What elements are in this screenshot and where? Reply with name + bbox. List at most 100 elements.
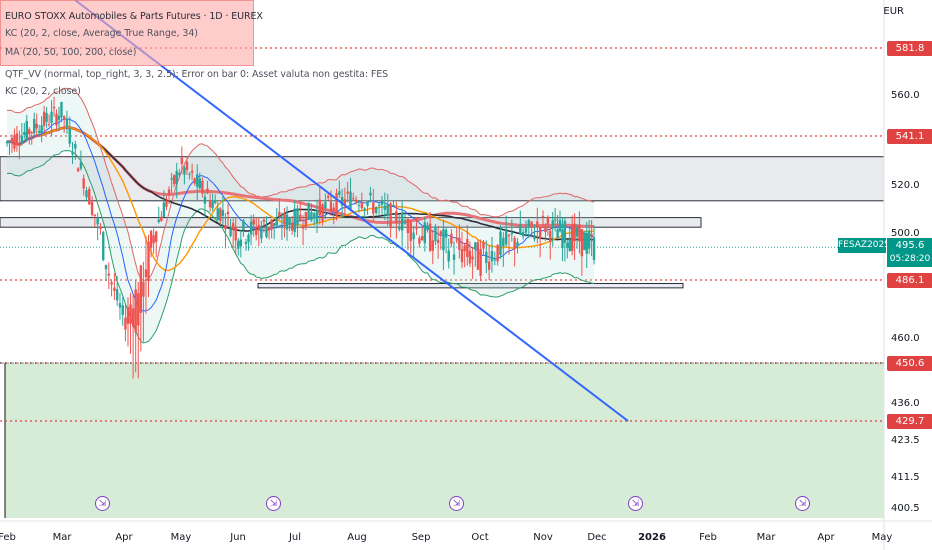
candle-body — [558, 220, 562, 232]
candle-body — [85, 190, 88, 198]
y-tick-label: 400.5 — [891, 503, 920, 514]
support-zone — [5, 363, 884, 518]
candle-body — [219, 208, 222, 221]
candle-body — [247, 234, 250, 243]
candle-body — [538, 227, 542, 239]
candle-body — [206, 188, 209, 194]
x-tick-label: Nov — [533, 532, 553, 543]
candle-body — [583, 232, 586, 250]
candle-body — [180, 157, 184, 165]
candle-body — [52, 106, 56, 109]
candle-body — [487, 261, 491, 270]
candle-body — [165, 200, 168, 207]
candle-body — [65, 118, 69, 128]
candle-body — [502, 237, 505, 247]
candle-body — [442, 228, 445, 251]
legend-qtf[interactable]: QTF_VV (normal, top_right, 3, 3, 2.5): E… — [5, 69, 389, 80]
candle-body — [315, 209, 319, 223]
candle-body — [318, 199, 321, 216]
candle-body — [301, 225, 305, 229]
candle-body — [566, 242, 569, 248]
event-icon[interactable]: ⇲ — [95, 496, 110, 511]
legend-kc[interactable]: KC (20, 2, close) — [5, 86, 81, 97]
candle-body — [50, 111, 53, 123]
candle-body — [68, 128, 71, 144]
candle-body — [142, 281, 145, 297]
candle-body — [134, 289, 137, 333]
candle-body — [363, 208, 366, 211]
candle-body — [403, 222, 407, 224]
candle-body — [530, 221, 533, 228]
candle-body — [471, 256, 474, 260]
event-icon[interactable]: ⇲ — [628, 496, 643, 511]
candle-body — [343, 199, 347, 206]
candle-body — [190, 170, 194, 173]
candle-body — [55, 113, 58, 126]
candle-body — [507, 234, 511, 237]
candle-body — [447, 250, 450, 262]
candle-body — [62, 116, 66, 120]
candle-body — [99, 226, 102, 229]
candle-body — [257, 224, 261, 230]
candle-body — [510, 232, 514, 235]
candle-body — [400, 213, 404, 231]
candle-body — [406, 219, 410, 234]
event-icon[interactable]: ⇲ — [266, 496, 281, 511]
y-tick-label: 560.0 — [891, 90, 920, 101]
candle-body — [288, 218, 291, 225]
indicator-legend[interactable]: EURO STOXX Automobiles & Parts Futures ·… — [0, 0, 388, 97]
candle-body — [375, 207, 378, 213]
candle-body — [231, 223, 235, 230]
y-tick-label: 423.5 — [891, 435, 920, 446]
candle-body — [466, 239, 469, 258]
candle-body — [349, 191, 352, 210]
candle-body — [104, 265, 108, 270]
event-icon[interactable]: ⇲ — [795, 496, 810, 511]
price-level-label: 429.7 — [887, 414, 932, 429]
y-tick-label: 520.0 — [891, 180, 920, 191]
candle-body — [439, 231, 442, 235]
candle-body — [157, 219, 160, 223]
candle-body — [455, 239, 458, 241]
candle-body — [418, 237, 421, 244]
candle-body — [115, 289, 119, 301]
candle-body — [468, 250, 472, 264]
x-tick-label: 2026 — [638, 532, 666, 543]
candle-body — [321, 204, 324, 221]
candle-body — [423, 222, 427, 244]
candle-body — [283, 213, 286, 225]
candle-body — [203, 196, 207, 204]
price-level-label: 581.8 — [887, 41, 932, 56]
candle-body — [167, 189, 171, 196]
legend-kc-atr[interactable]: KC (20, 2, close, Average True Range, 34… — [5, 28, 198, 39]
candle-body — [420, 236, 424, 241]
candle-body — [568, 239, 571, 252]
legend-symbol-title[interactable]: EURO STOXX Automobiles & Parts Futures ·… — [5, 11, 263, 22]
x-tick-label: Apr — [817, 532, 835, 543]
candle-body — [561, 229, 564, 248]
x-tick-label: Dec — [587, 532, 606, 543]
currency-label[interactable]: EUR — [883, 6, 904, 17]
candle-body — [5, 141, 9, 144]
x-tick-label: Oct — [471, 532, 488, 543]
event-icon[interactable]: ⇲ — [449, 496, 464, 511]
candle-body — [57, 115, 61, 120]
candle-body — [380, 201, 384, 205]
candle-body — [490, 250, 494, 262]
candle-body — [155, 231, 158, 242]
candle-body — [278, 212, 281, 217]
candle-body — [265, 227, 268, 238]
candle-body — [193, 178, 196, 184]
candle-body — [499, 231, 502, 256]
legend-ma[interactable]: MA (20, 50, 100, 200, close) — [5, 47, 137, 58]
candle-body — [82, 178, 85, 189]
candle-body — [188, 173, 191, 175]
candle-body — [479, 249, 482, 276]
candle-body — [290, 223, 294, 231]
candle-body — [444, 229, 448, 238]
candle-body — [307, 202, 310, 220]
zone-1 — [0, 156, 885, 202]
candle-body — [527, 220, 531, 228]
candle-body — [585, 233, 588, 254]
